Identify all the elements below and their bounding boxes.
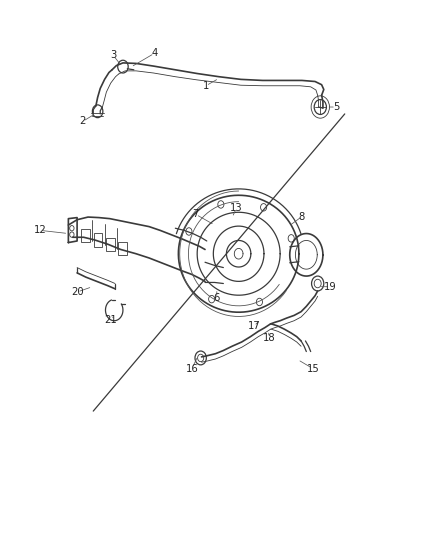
Text: 12: 12 [34, 225, 46, 236]
Text: 3: 3 [110, 51, 117, 60]
Text: 4: 4 [151, 49, 158, 58]
Bar [118, 242, 127, 255]
Text: 7: 7 [193, 209, 199, 220]
Text: 1: 1 [203, 81, 209, 91]
Text: 16: 16 [186, 364, 198, 374]
Bar [94, 233, 102, 247]
Bar [81, 229, 90, 243]
Text: 2: 2 [80, 116, 86, 126]
Text: 13: 13 [230, 203, 243, 213]
Bar [106, 238, 115, 251]
Text: 5: 5 [333, 102, 339, 112]
Text: 8: 8 [299, 212, 305, 222]
Text: 19: 19 [324, 282, 337, 292]
Text: 15: 15 [307, 364, 319, 374]
Text: 6: 6 [214, 293, 220, 303]
Text: 20: 20 [71, 287, 83, 297]
Text: 21: 21 [104, 314, 117, 325]
Text: 18: 18 [262, 333, 275, 343]
Text: 17: 17 [247, 321, 260, 331]
